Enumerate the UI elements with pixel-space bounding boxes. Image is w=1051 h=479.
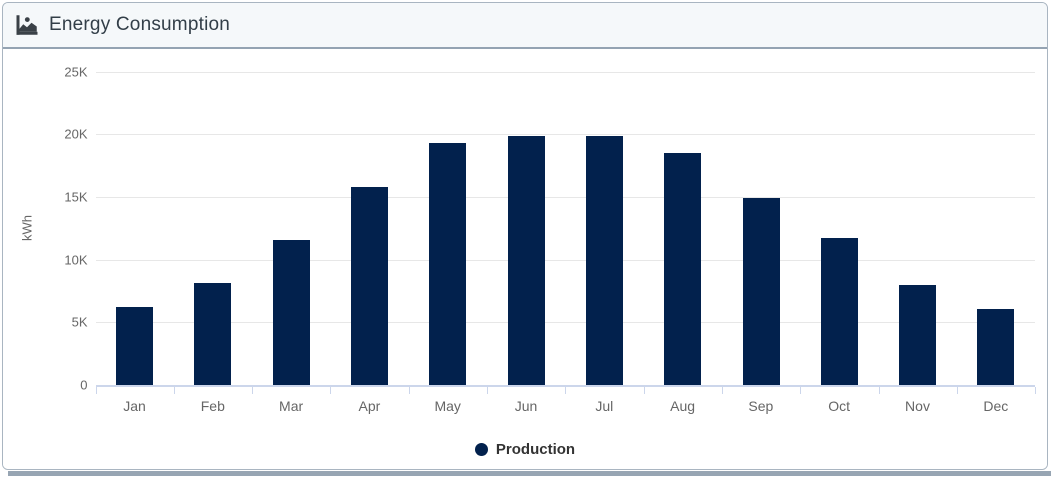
- gridline: [95, 134, 1036, 136]
- y-axis-title: kWh: [19, 215, 35, 241]
- gridline: [95, 259, 1036, 261]
- bar-aug[interactable]: [664, 153, 702, 385]
- y-axis-label: 20K: [64, 126, 88, 142]
- x-axis-label: Mar: [279, 398, 304, 414]
- legend-marker-icon: [474, 442, 488, 456]
- axis-tick: [330, 387, 332, 394]
- area-chart-icon: [15, 13, 39, 37]
- x-axis-label: Dec: [983, 398, 1009, 414]
- axis-tick: [408, 387, 410, 394]
- bar-dec[interactable]: [977, 308, 1015, 385]
- y-axis-label: 10K: [64, 252, 88, 268]
- x-axis-label: Jun: [514, 398, 538, 414]
- x-axis-label: Feb: [200, 398, 225, 414]
- bar-feb[interactable]: [194, 283, 232, 385]
- bar-chart: kWh Production 0 5K 10K 15K 20K 25K Jan Feb Mar A…: [3, 51, 1047, 469]
- y-axis-label: 0: [80, 377, 88, 393]
- axis-tick: [878, 387, 880, 394]
- x-axis-label: Jul: [595, 398, 614, 414]
- x-axis-label: Aug: [670, 398, 696, 414]
- bar-may[interactable]: [429, 143, 467, 385]
- axis-tick: [800, 387, 802, 394]
- x-axis-label: Jan: [123, 398, 146, 414]
- x-axis-line: [95, 385, 1036, 387]
- y-axis-label: 25K: [64, 64, 88, 80]
- bar-nov[interactable]: [899, 284, 937, 385]
- x-axis-label: May: [434, 398, 461, 414]
- bar-jan[interactable]: [116, 307, 154, 385]
- bar-jul[interactable]: [585, 135, 623, 385]
- bar-apr[interactable]: [351, 186, 389, 385]
- gridline: [95, 196, 1036, 198]
- card-title: Energy Consumption: [49, 14, 231, 35]
- x-axis-label: Apr: [358, 398, 381, 414]
- y-axis-label: 5K: [71, 314, 88, 330]
- legend: Production: [3, 439, 1047, 459]
- bar-oct[interactable]: [820, 238, 858, 385]
- axis-tick: [487, 387, 488, 394]
- bar-jun[interactable]: [507, 135, 545, 385]
- x-axis-label: Nov: [905, 398, 930, 414]
- energy-consumption-card: Energy Consumption kWh Production 0 5K 10K…: [2, 2, 1048, 470]
- bar-sep[interactable]: [742, 198, 780, 385]
- card-header: Energy Consumption: [3, 3, 1047, 49]
- axis-tick: [95, 387, 97, 394]
- axis-tick: [565, 387, 567, 394]
- gridline: [95, 322, 1036, 324]
- x-axis-label: Oct: [828, 398, 851, 414]
- gridline: [95, 71, 1036, 73]
- axis-tick: [252, 387, 254, 394]
- axis-tick: [1035, 387, 1037, 394]
- axis-tick: [173, 387, 175, 394]
- axis-tick: [956, 387, 958, 394]
- axis-tick: [721, 387, 723, 394]
- bar-mar[interactable]: [272, 239, 310, 385]
- y-axis-label: 15K: [64, 189, 88, 205]
- legend-item-production[interactable]: Production: [474, 440, 576, 458]
- axis-tick: [643, 387, 645, 394]
- legend-label: Production: [495, 440, 576, 458]
- x-axis-label: Sep: [748, 398, 774, 414]
- bottom-divider: [8, 471, 1051, 476]
